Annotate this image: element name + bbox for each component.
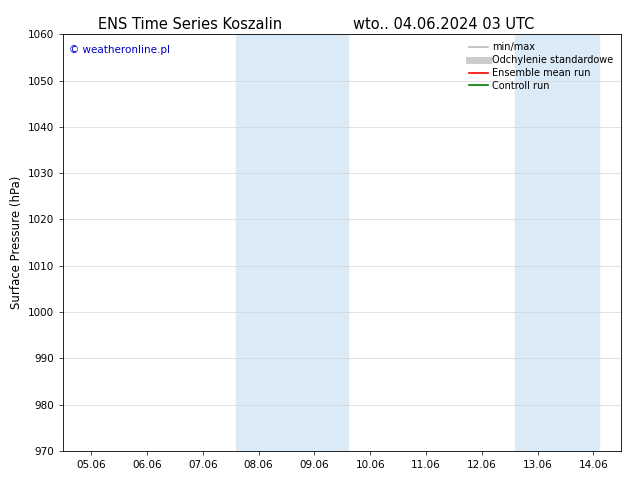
Bar bbox=[515, 34, 599, 451]
Legend: min/max, Odchylenie standardowe, Ensemble mean run, Controll run: min/max, Odchylenie standardowe, Ensembl… bbox=[466, 39, 616, 94]
Text: ENS Time Series Koszalin: ENS Time Series Koszalin bbox=[98, 17, 282, 32]
Text: © weatheronline.pl: © weatheronline.pl bbox=[69, 45, 170, 55]
Text: wto.. 04.06.2024 03 UTC: wto.. 04.06.2024 03 UTC bbox=[353, 17, 534, 32]
Bar bbox=[236, 34, 348, 451]
Y-axis label: Surface Pressure (hPa): Surface Pressure (hPa) bbox=[10, 176, 23, 309]
